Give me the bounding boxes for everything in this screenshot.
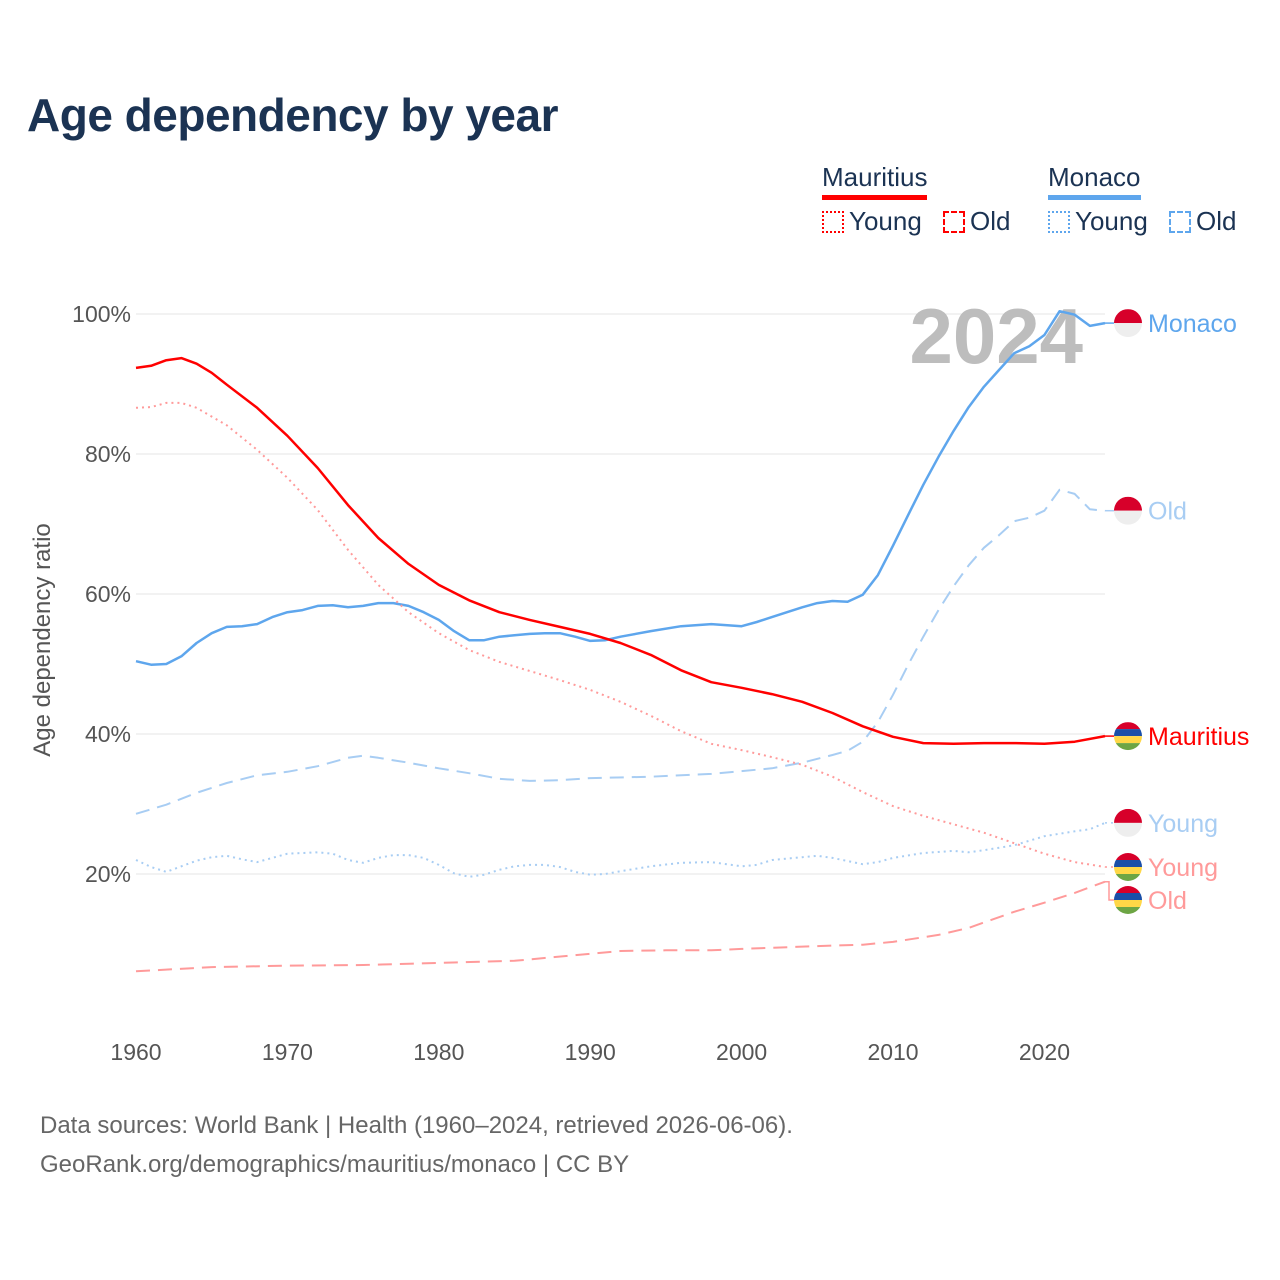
series-lines bbox=[135, 309, 1106, 973]
legend-country-monaco[interactable]: Monaco bbox=[1048, 162, 1141, 200]
series-line-monaco-old bbox=[135, 488, 1106, 815]
flag-stripe bbox=[1114, 893, 1142, 900]
legend-item-monaco-young[interactable]: Young bbox=[1048, 206, 1148, 237]
monaco-flag-icon bbox=[1114, 808, 1142, 837]
mauritius-flag-icon bbox=[1114, 722, 1142, 751]
mauritius-flag-icon bbox=[1114, 886, 1142, 914]
end-label: Old bbox=[1148, 498, 1187, 526]
series-line-monaco-young bbox=[135, 821, 1106, 878]
legend-mauritius[interactable]: Mauritius Young Old bbox=[822, 162, 1025, 240]
flag-stripe bbox=[1114, 874, 1142, 881]
flag-stripe bbox=[1114, 808, 1142, 823]
legend-label: Old bbox=[970, 206, 1011, 236]
series-line-mauritius-old bbox=[135, 880, 1106, 973]
flag-stripe bbox=[1114, 309, 1142, 324]
flag-stripe bbox=[1114, 853, 1142, 860]
flag-stripe bbox=[1114, 907, 1142, 914]
x-tick-label: 1970 bbox=[262, 1039, 313, 1065]
y-axis-label: Age dependency ratio bbox=[29, 523, 56, 757]
monaco-flag-icon bbox=[1114, 496, 1142, 525]
flag-stripe bbox=[1114, 822, 1142, 837]
flag-stripe bbox=[1114, 510, 1142, 525]
end-label: Monaco bbox=[1148, 310, 1237, 338]
legend-label: Old bbox=[1196, 206, 1237, 236]
y-tick-label: 20% bbox=[85, 861, 131, 887]
mauritius-flag-icon bbox=[1114, 853, 1142, 881]
flag-stripe bbox=[1114, 736, 1142, 744]
y-tick-label: 60% bbox=[85, 581, 131, 607]
x-tick-label: 2020 bbox=[1019, 1039, 1070, 1065]
dotted-swatch-icon bbox=[1048, 210, 1070, 233]
flag-stripes bbox=[1114, 853, 1142, 881]
series-line-mauritius bbox=[135, 356, 1106, 746]
flag-stripe bbox=[1114, 886, 1142, 893]
flag-stripe bbox=[1114, 900, 1142, 907]
x-tick-label: 1980 bbox=[413, 1039, 464, 1065]
grid: 20% 40% 60% 80% 100% 1960 1970 1980 1990 2000 2010… bbox=[72, 301, 1105, 1065]
legend-country-mauritius[interactable]: Mauritius bbox=[822, 162, 928, 200]
legend-item-monaco-old[interactable]: Old bbox=[1169, 206, 1237, 237]
x-tick-label: 2010 bbox=[867, 1039, 918, 1065]
legend-item-mauritius-young[interactable]: Young bbox=[822, 206, 922, 237]
flag-stripes bbox=[1114, 808, 1142, 837]
flag-stripe bbox=[1114, 743, 1142, 751]
flag-stripe bbox=[1114, 867, 1142, 874]
y-tick-label: 40% bbox=[85, 721, 131, 747]
end-label: Old bbox=[1148, 887, 1187, 915]
x-tick-label: 1990 bbox=[565, 1039, 616, 1065]
footer-link[interactable]: GeoRank.org/demographics/mauritius/monac… bbox=[40, 1151, 630, 1178]
y-tick-label: 100% bbox=[72, 301, 131, 327]
end-label: Mauritius bbox=[1148, 723, 1249, 751]
monaco-flag-icon bbox=[1114, 309, 1142, 338]
flag-stripes bbox=[1114, 886, 1142, 914]
dashed-swatch-icon bbox=[943, 210, 966, 233]
flag-stripes bbox=[1114, 722, 1142, 751]
flag-stripe bbox=[1114, 860, 1142, 867]
flag-stripes bbox=[1114, 496, 1142, 525]
chart-title: Age dependency by year bbox=[27, 89, 558, 141]
flag-stripe bbox=[1114, 496, 1142, 511]
flag-stripe bbox=[1114, 729, 1142, 737]
flag-stripe bbox=[1114, 323, 1142, 338]
footer: Data sources: World Bank | Health (1960–… bbox=[40, 1106, 793, 1184]
series-line-mauritius-young bbox=[135, 401, 1106, 868]
legend-item-mauritius-old[interactable]: Old bbox=[943, 206, 1011, 237]
flag-stripes bbox=[1114, 309, 1142, 338]
x-tick-label: 2000 bbox=[716, 1039, 767, 1065]
y-tick-label: 80% bbox=[85, 441, 131, 467]
footer-sources: Data sources: World Bank | Health (1960–… bbox=[40, 1112, 793, 1139]
dotted-swatch-icon bbox=[822, 210, 844, 233]
end-label: Young bbox=[1148, 854, 1218, 882]
dashed-swatch-icon bbox=[1169, 210, 1192, 233]
series-line-monaco bbox=[135, 309, 1106, 666]
x-tick-label: 1960 bbox=[110, 1039, 161, 1065]
flag-stripe bbox=[1114, 722, 1142, 730]
end-labels: Monaco Old Mauritius Young Young Old bbox=[1105, 309, 1249, 915]
end-label: Young bbox=[1148, 810, 1218, 838]
year-watermark: 2024 bbox=[909, 292, 1083, 380]
legend-label: Young bbox=[849, 206, 922, 236]
legend-monaco[interactable]: Monaco Young Old bbox=[1048, 162, 1251, 240]
legend-label: Young bbox=[1075, 206, 1148, 236]
label-connector bbox=[1105, 880, 1117, 901]
